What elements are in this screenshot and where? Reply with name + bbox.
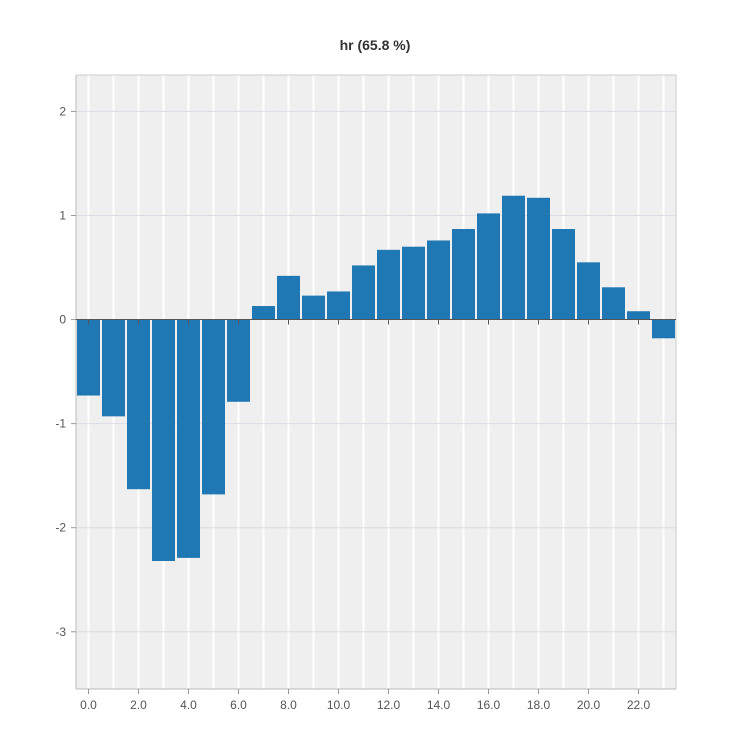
bar bbox=[177, 319, 200, 558]
bar bbox=[377, 249, 400, 320]
y-tick-label: 0 bbox=[59, 313, 66, 327]
chart-title: hr (65.8 %) bbox=[340, 37, 411, 53]
bar bbox=[602, 287, 625, 320]
bar bbox=[352, 265, 375, 320]
bar bbox=[427, 240, 450, 320]
bar bbox=[277, 275, 300, 320]
bar bbox=[402, 246, 425, 320]
x-tick-label: 16.0 bbox=[477, 698, 501, 712]
grid-lines bbox=[76, 75, 676, 689]
x-tick-label: 8.0 bbox=[280, 698, 297, 712]
x-tick-label: 0.0 bbox=[80, 698, 97, 712]
bar bbox=[102, 319, 125, 417]
y-tick-label: -2 bbox=[55, 521, 66, 535]
x-tick-label: 18.0 bbox=[527, 698, 551, 712]
plot-area bbox=[76, 75, 676, 689]
y-tick-label: 1 bbox=[59, 208, 66, 222]
y-tick-label: -3 bbox=[55, 625, 66, 639]
x-tick-label: 20.0 bbox=[577, 698, 601, 712]
x-tick-label: 4.0 bbox=[180, 698, 197, 712]
bar bbox=[152, 319, 175, 561]
bar bbox=[252, 306, 275, 320]
bar bbox=[552, 229, 575, 320]
bar bbox=[202, 319, 225, 495]
bar bbox=[652, 319, 675, 339]
x-tick-label: 6.0 bbox=[230, 698, 247, 712]
bar bbox=[327, 291, 350, 320]
bar bbox=[577, 262, 600, 320]
bar bbox=[477, 213, 500, 320]
y-tick-label: -1 bbox=[55, 417, 66, 431]
x-tick-label: 12.0 bbox=[377, 698, 401, 712]
bar bbox=[302, 295, 325, 320]
bar bbox=[227, 319, 250, 402]
y-axis-ticks: -3 -2 -1 0 1 2 bbox=[55, 104, 76, 639]
x-axis-ticks: 0.0 2.0 4.0 6.0 8.0 10.0 12.0 14.0 16.0 18.0 20.0 2… bbox=[80, 319, 651, 712]
x-tick-label: 14.0 bbox=[427, 698, 451, 712]
x-tick-label: 10.0 bbox=[327, 698, 351, 712]
bar bbox=[502, 195, 525, 320]
bars bbox=[77, 195, 675, 561]
y-tick-label: 2 bbox=[59, 104, 66, 118]
axes bbox=[75, 74, 677, 690]
bar bbox=[527, 197, 550, 320]
x-tick-label: 2.0 bbox=[130, 698, 147, 712]
bar bbox=[452, 229, 475, 320]
bar bbox=[127, 319, 150, 490]
bar bbox=[77, 319, 100, 396]
x-tick-label: 22.0 bbox=[627, 698, 651, 712]
bar bbox=[627, 311, 650, 320]
